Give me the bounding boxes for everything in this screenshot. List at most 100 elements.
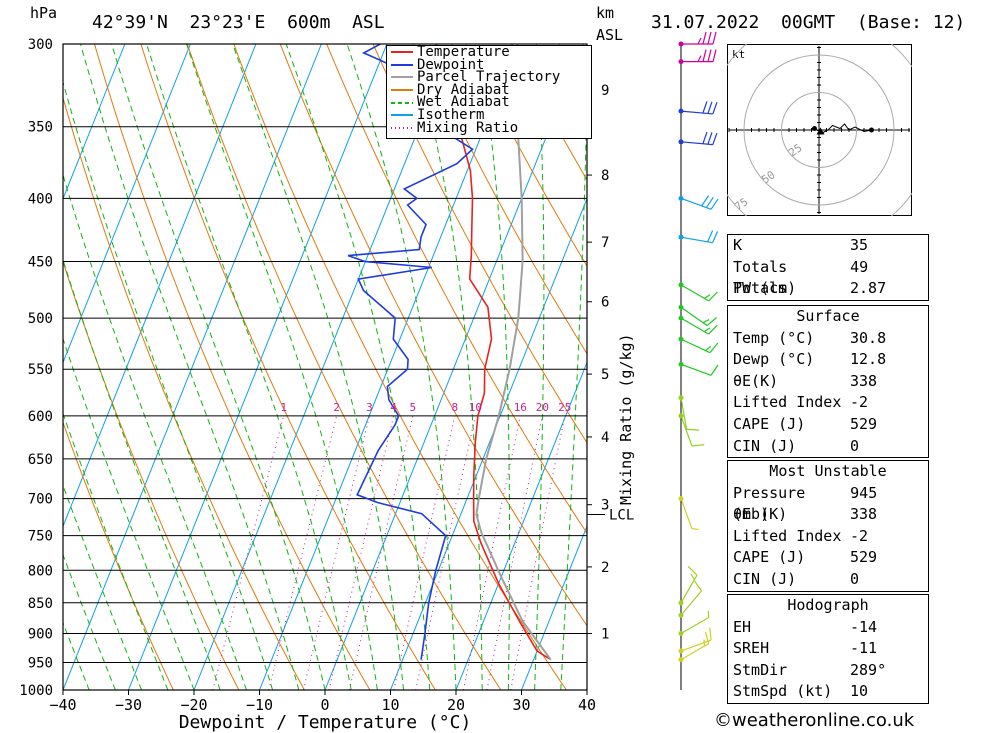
- surface-row: θE(K) 338: [728, 371, 928, 393]
- most-unstable-row: Pressure (mb) 945: [728, 483, 928, 524]
- hodograph-start-point: [812, 126, 817, 131]
- mixing-ratio-label: 2: [333, 401, 340, 414]
- wind-barb-flag: [712, 102, 718, 115]
- hodograph-stat-value: 289°: [850, 660, 887, 679]
- legend-item: Isotherm: [387, 106, 591, 123]
- legend-swatch: [391, 51, 413, 54]
- wet-adiabat-line: [111, 44, 326, 690]
- wet-adiabat-line: [477, 44, 511, 690]
- wind-barb-flag: [687, 566, 698, 576]
- wind-barb-flag: [697, 37, 702, 45]
- mixing-ratio-line: [415, 415, 476, 690]
- most-unstable-row: CAPE (J) 529: [728, 547, 928, 569]
- index-value: 49: [850, 257, 869, 276]
- mixing-ratio-line: [268, 415, 338, 690]
- x-tick-label: 10: [381, 696, 399, 714]
- dry-adiabat-line: [465, 44, 587, 268]
- mixing-ratio-label: 5: [410, 401, 417, 414]
- wind-barb-flag: [701, 195, 710, 207]
- wind-barb-shaft: [680, 498, 693, 529]
- surface-value: 12.8: [850, 350, 887, 369]
- most-unstable-label: CAPE (J): [733, 548, 806, 567]
- wind-barb-flag: [690, 573, 696, 580]
- hpa-unit-label: hPa: [30, 4, 58, 22]
- hodograph-ring-label: 25: [786, 141, 804, 159]
- wet-adiabat-line: [146, 44, 352, 690]
- wind-barb-flag: [702, 131, 708, 144]
- wind-barb-shaft: [680, 306, 708, 327]
- wind-barb-shaft: [680, 338, 711, 354]
- wind-barb-flag: [710, 364, 719, 376]
- wind-barb: [678, 610, 710, 636]
- wind-barb-flag: [708, 291, 718, 302]
- x-tick-label: −10: [246, 696, 273, 714]
- wind-barb: [678, 315, 718, 335]
- hodograph-trace: [814, 123, 872, 134]
- km-tick-label: 3: [601, 498, 609, 514]
- mixing-ratio-label: 20: [536, 401, 549, 414]
- wet-adiabat-line: [534, 44, 545, 690]
- wind-barb-shaft: [680, 236, 713, 244]
- dry-adiabat-line: [977, 44, 1000, 690]
- dry-adiabat-line: [930, 44, 1000, 690]
- hodograph-end-point: [869, 127, 874, 133]
- index-value: 35: [850, 236, 869, 254]
- most-unstable-row: Lifted Index -2: [728, 526, 928, 548]
- wet-adiabat-line: [63, 412, 169, 690]
- km-tick-label: 7: [601, 235, 609, 251]
- legend-label: Dry Adiabat: [417, 81, 510, 98]
- wind-barb-shaft: [680, 110, 713, 115]
- wind-barb-shaft: [680, 284, 710, 302]
- index-label: PW (cm): [733, 279, 797, 298]
- dry-adiabat-line: [140, 44, 436, 690]
- wind-barb: [678, 627, 712, 654]
- x-tick-label: −20: [180, 696, 207, 714]
- temperature-line: [435, 44, 552, 661]
- legend-swatch: [391, 126, 413, 129]
- mixing-ratio-label: 25: [558, 401, 571, 414]
- wind-barb-flag: [705, 197, 714, 208]
- wind-barb-shaft: [680, 397, 688, 430]
- storm-motion-marker: [816, 127, 825, 135]
- pressure-tick-label: 450: [28, 255, 53, 271]
- wind-barb-shaft: [680, 415, 693, 447]
- hodograph-stat-value: 10: [850, 682, 869, 701]
- most-unstable-panel: Most Unstable Pressure (mb) 945 θE (K) 338 L…: [727, 460, 929, 592]
- legend-swatch: [391, 76, 413, 79]
- site-link[interactable]: weatheronline.co.uk: [732, 710, 915, 731]
- dry-adiabat-line: [372, 44, 587, 444]
- hodograph-stat-value: -14: [850, 617, 878, 636]
- wind-barb-flag: [706, 317, 717, 327]
- mixing-ratio-label: 8: [451, 401, 458, 414]
- hodograph-stat-label: SREH: [733, 639, 770, 658]
- hodograph-stat-label: EH: [733, 617, 752, 636]
- legend-swatch: [391, 101, 413, 104]
- index-row: Totals Totals 49: [728, 257, 928, 298]
- wind-barb-shaft: [680, 616, 710, 634]
- mixing-ratio-line: [486, 415, 543, 690]
- dry-adiabat-line: [233, 44, 567, 690]
- isotherm-line: [390, 197, 587, 690]
- wind-barb-flag: [704, 327, 711, 333]
- wet-adiabat-line: [232, 44, 405, 690]
- surface-value: 529: [850, 414, 878, 433]
- wind-barb-flag: [708, 324, 718, 335]
- most-unstable-value: -2: [850, 526, 869, 545]
- pressure-tick-label: 650: [28, 452, 53, 468]
- wind-barb: [678, 631, 710, 663]
- legend-label: Isotherm: [417, 106, 485, 123]
- surface-value: 0: [850, 436, 860, 455]
- hodograph-ring: [743, 54, 895, 206]
- index-row: PW (cm) 2.87: [728, 278, 928, 300]
- pressure-tick-label: 550: [28, 362, 53, 378]
- hodograph-ring-label: 75: [732, 195, 750, 213]
- wind-barb-flag: [707, 31, 712, 45]
- km-tick-label: 9: [601, 83, 609, 99]
- most-unstable-value: 945: [850, 483, 878, 502]
- wind-barb-flag: [693, 580, 703, 592]
- isotherm-line: [63, 44, 322, 690]
- surface-value: -2: [850, 393, 869, 412]
- wind-barb: [678, 566, 698, 606]
- most-unstable-value: 529: [850, 548, 878, 567]
- pressure-tick-label: 500: [28, 311, 53, 327]
